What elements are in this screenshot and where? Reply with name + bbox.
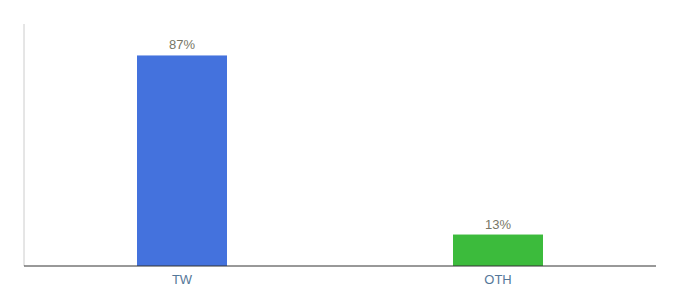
y-axis-line bbox=[24, 24, 25, 266]
x-tick-label: TW bbox=[172, 272, 193, 287]
x-axis-line bbox=[24, 266, 656, 267]
bars bbox=[137, 55, 543, 266]
bar bbox=[137, 55, 227, 266]
data-labels: 87% 13% bbox=[169, 37, 511, 231]
bar bbox=[453, 235, 543, 266]
data-label: 87% bbox=[169, 37, 195, 52]
x-tick-label: OTH bbox=[484, 272, 511, 287]
chart-container: TW OTH 87% 13% bbox=[0, 0, 680, 300]
x-tick-labels: TW OTH bbox=[172, 272, 512, 287]
data-label: 13% bbox=[485, 217, 511, 232]
chart-svg: TW OTH 87% 13% bbox=[0, 0, 680, 300]
